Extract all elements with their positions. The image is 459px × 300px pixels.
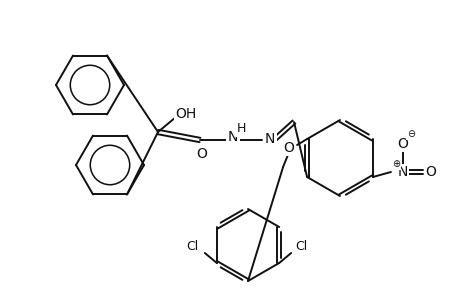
Text: O: O <box>283 141 294 155</box>
Text: N: N <box>264 132 274 146</box>
Text: ⊕: ⊕ <box>391 159 399 169</box>
Text: OH: OH <box>175 107 196 121</box>
Text: N: N <box>397 165 407 179</box>
Text: ⊖: ⊖ <box>406 129 414 139</box>
Text: N: N <box>227 130 238 144</box>
Text: O: O <box>425 165 436 179</box>
Text: O: O <box>196 147 207 161</box>
Text: H: H <box>236 122 245 136</box>
Text: Cl: Cl <box>186 241 198 254</box>
Text: O: O <box>397 137 408 151</box>
Text: Cl: Cl <box>294 241 307 254</box>
